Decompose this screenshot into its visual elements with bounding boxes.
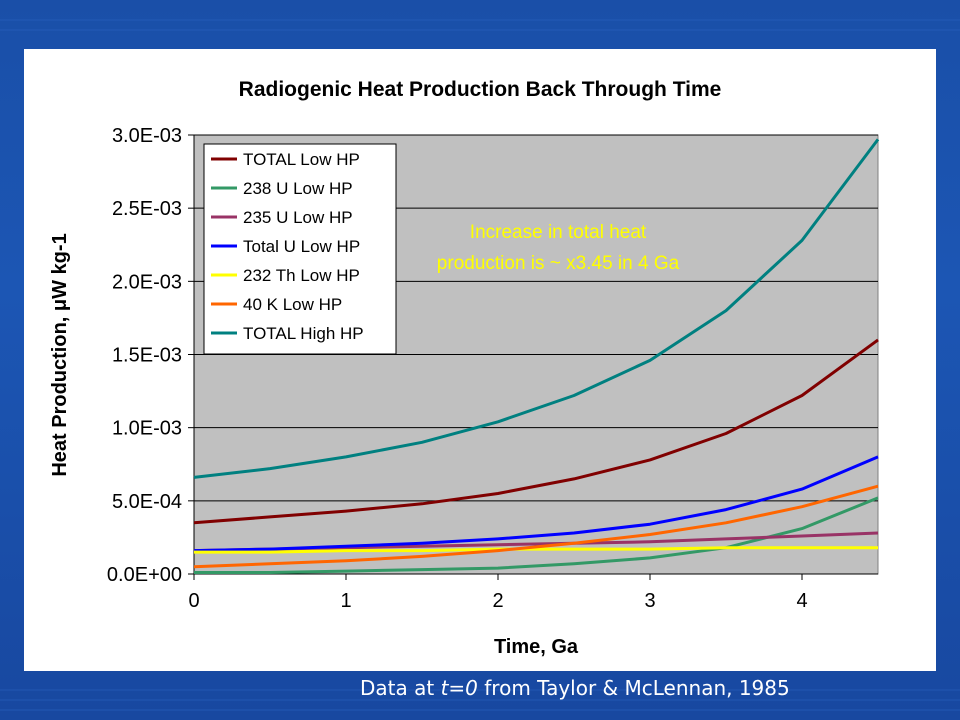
y-tick-label: 0.0E+00 bbox=[107, 564, 182, 586]
series-line bbox=[193, 484, 879, 569]
x-axis: 0 1 2 3 4 bbox=[188, 573, 878, 612]
legend-label: Total U Low HP bbox=[243, 237, 360, 256]
x-tick-label: 0 bbox=[188, 590, 199, 612]
y-axis-label: Heat Production, μW kg-1 bbox=[49, 233, 71, 476]
chart-panel: Radiogenic Heat Production Back Through … bbox=[24, 49, 936, 671]
legend-label: 232 Th Low HP bbox=[243, 266, 360, 285]
series-line bbox=[193, 338, 879, 525]
y-axis: 0.0E+00 5.0E-04 1.0E-03 1.5E-03 2.0E-03 2.5E-… bbox=[107, 125, 195, 586]
x-tick-label: 1 bbox=[340, 590, 351, 612]
x-tick-label: 2 bbox=[492, 590, 503, 612]
legend-label: TOTAL Low HP bbox=[243, 150, 360, 169]
annotation-line: Increase in total heat bbox=[470, 222, 647, 243]
y-tick-label: 3.0E-03 bbox=[112, 125, 182, 147]
footer-note: Data at t=0 from Taylor & McLennan, 1985 bbox=[360, 676, 920, 704]
chart-title: Radiogenic Heat Production Back Through … bbox=[239, 78, 722, 101]
chart: Radiogenic Heat Production Back Through … bbox=[49, 78, 880, 658]
x-tick-label: 3 bbox=[644, 590, 655, 612]
y-tick-label: 5.0E-04 bbox=[112, 491, 182, 513]
series-line bbox=[193, 455, 879, 553]
annotation-line: production is ~ x3.45 in 4 Ga bbox=[437, 253, 680, 274]
y-tick-label: 1.0E-03 bbox=[112, 418, 182, 440]
footer-italic: t=0 bbox=[440, 676, 478, 700]
legend: TOTAL Low HP 238 U Low HP 235 U Low HP Tota… bbox=[203, 143, 397, 355]
series-lines bbox=[193, 138, 880, 574]
annotation: Increase in total heat production is ~ x3… bbox=[437, 222, 680, 274]
x-axis-label: Time, Ga bbox=[494, 636, 579, 658]
footer-suffix: from Taylor & McLennan, 1985 bbox=[477, 676, 790, 700]
legend-label: 40 K Low HP bbox=[243, 295, 342, 314]
footer-prefix: Data at bbox=[360, 676, 441, 700]
series-line bbox=[193, 138, 880, 479]
legend-label: 235 U Low HP bbox=[243, 208, 353, 227]
x-tick-label: 4 bbox=[796, 590, 807, 612]
series-line bbox=[194, 546, 878, 554]
legend-box bbox=[203, 143, 397, 355]
y-tick-label: 2.0E-03 bbox=[112, 271, 182, 293]
y-tick-label: 2.5E-03 bbox=[112, 198, 182, 220]
y-tick-label: 1.5E-03 bbox=[112, 345, 182, 367]
legend-label: TOTAL High HP bbox=[243, 324, 364, 343]
legend-label: 238 U Low HP bbox=[243, 179, 353, 198]
